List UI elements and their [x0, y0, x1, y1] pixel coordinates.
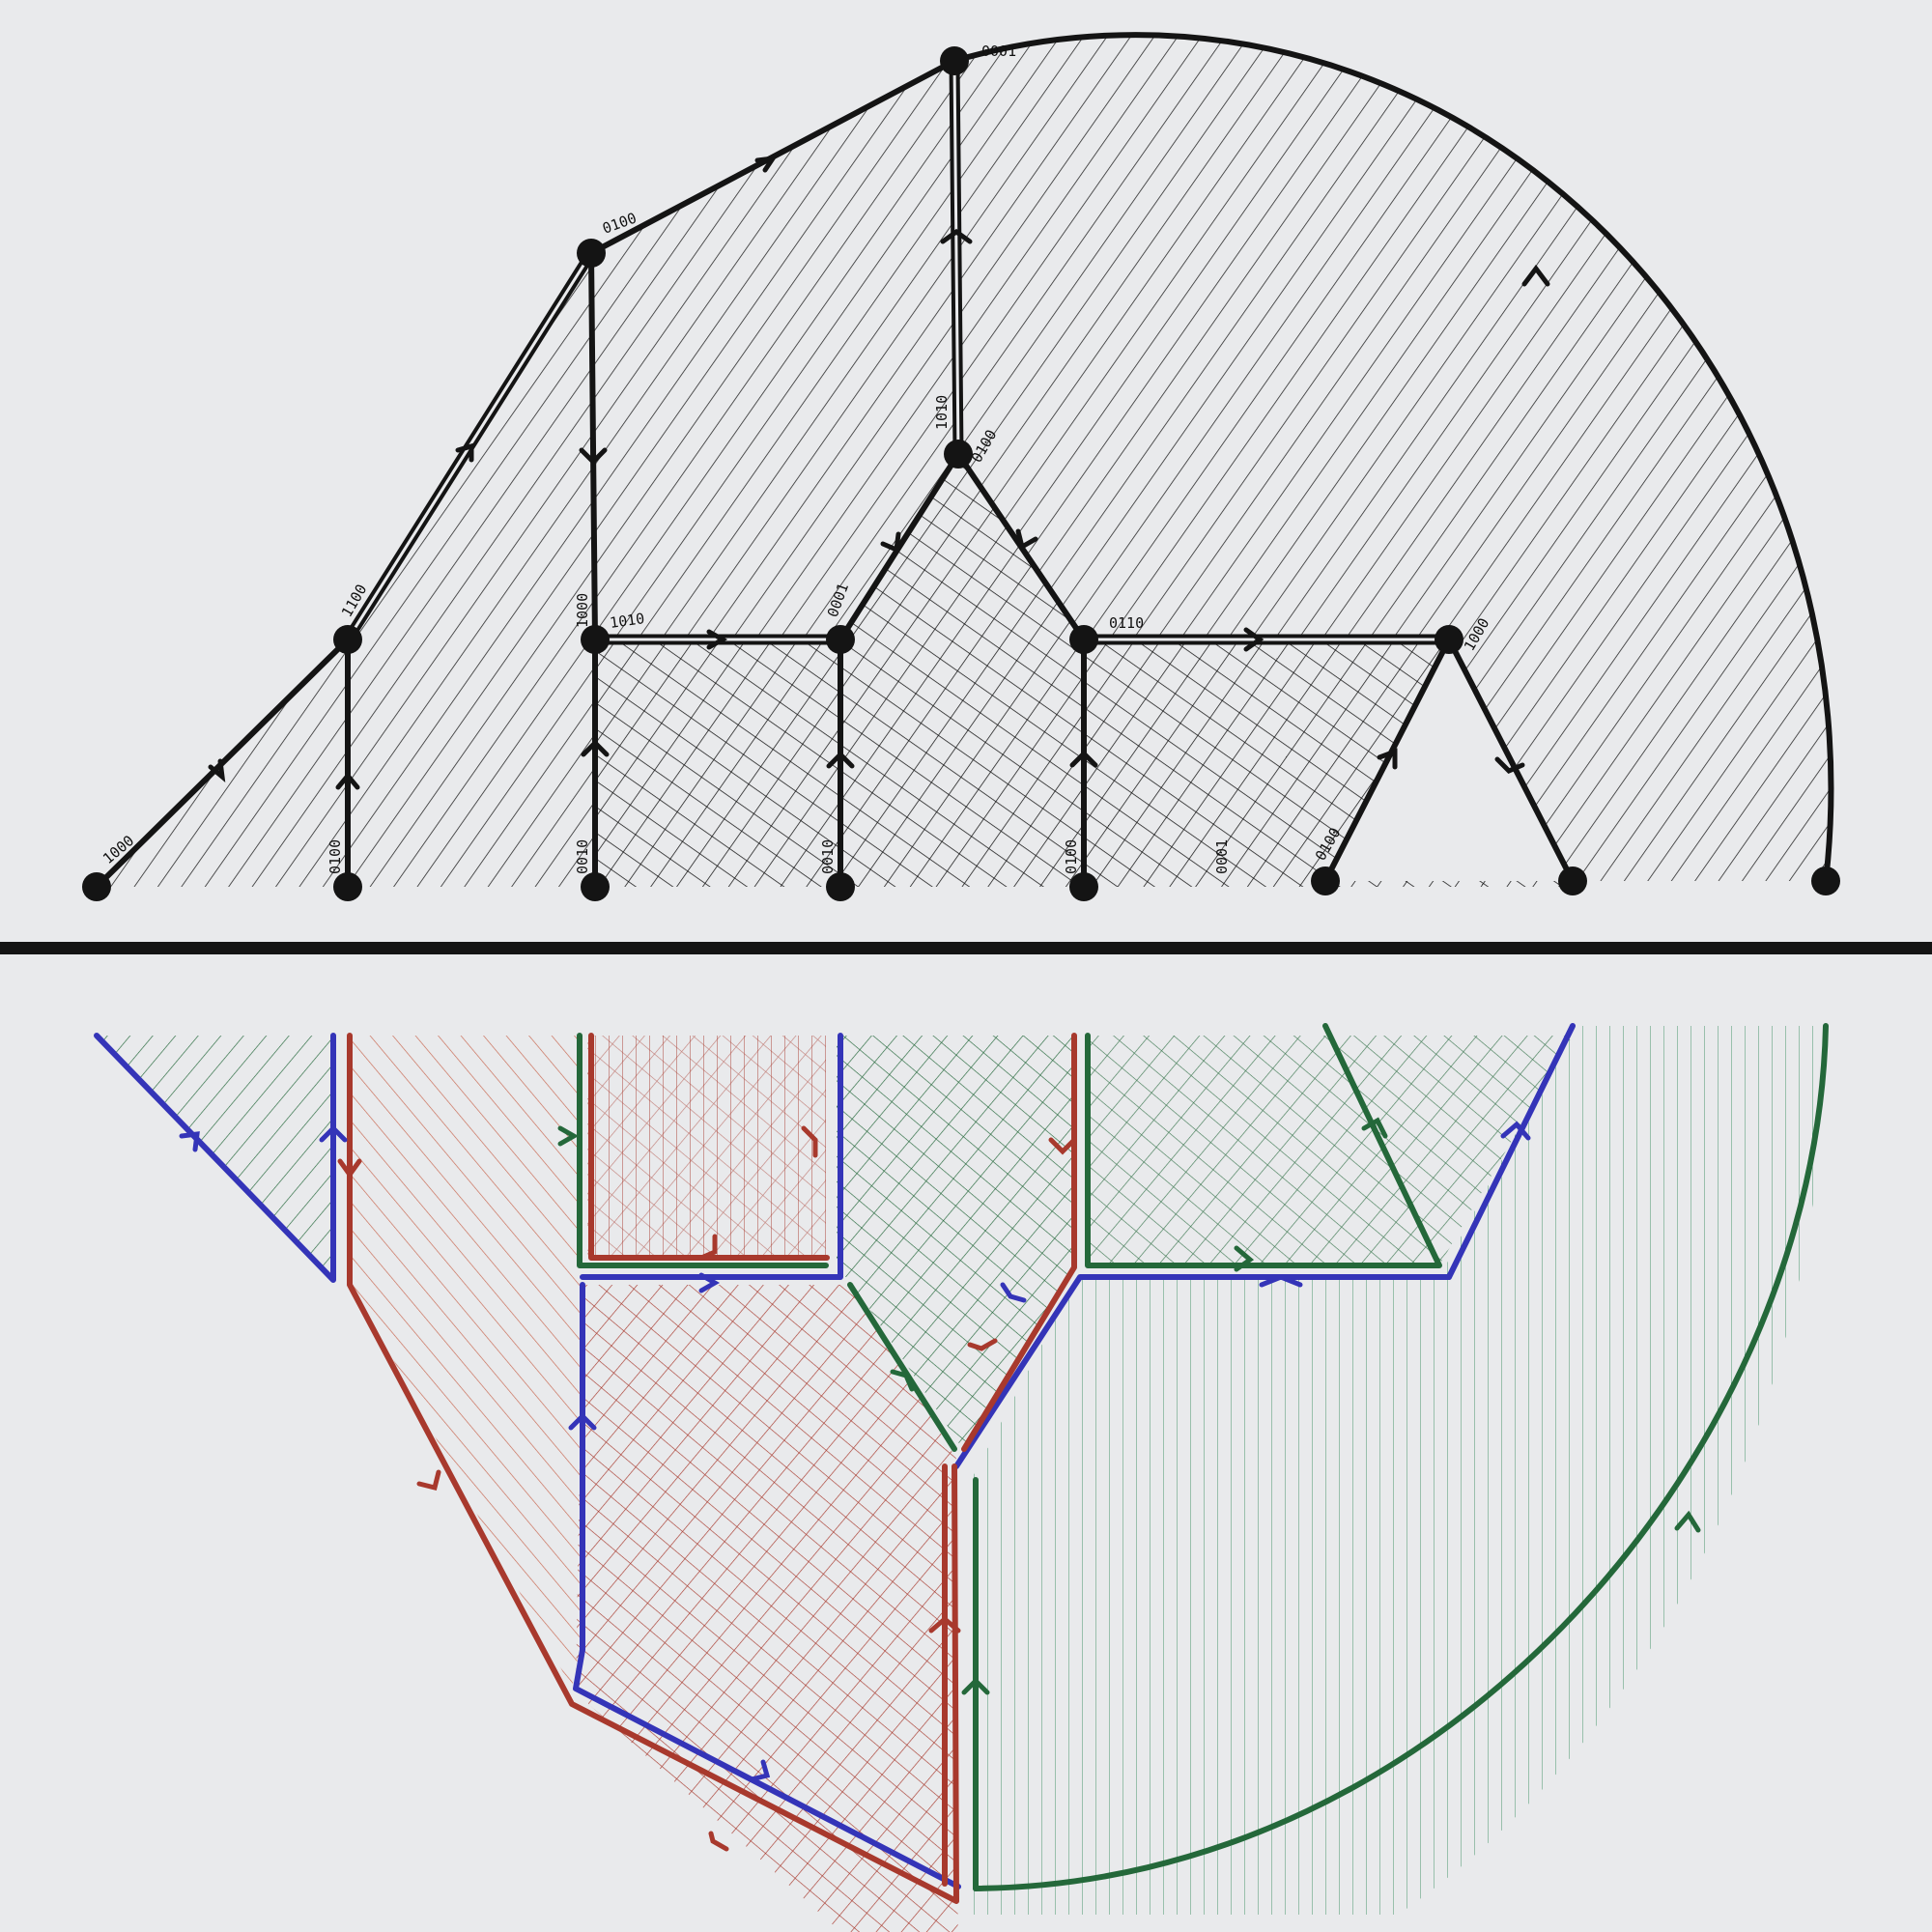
region-top-cross-2	[840, 454, 1084, 887]
region-top-cross-3	[1084, 639, 1573, 887]
vertex-label: 1010	[933, 395, 951, 430]
region-green-box	[1088, 1036, 1573, 1265]
edge-green-box	[577, 1033, 829, 1268]
edge-red-left	[347, 1033, 959, 1904]
arrow-icon	[1377, 748, 1398, 770]
vertex-label: 0010	[574, 839, 591, 874]
edge-red-box	[588, 1033, 830, 1261]
arrow-icon	[1674, 1510, 1701, 1533]
arrow-icon	[337, 1158, 362, 1179]
bottom-diagram	[94, 1023, 1829, 1932]
edge-j-l	[838, 451, 961, 642]
arrow-icon	[967, 1338, 998, 1351]
vertex	[944, 440, 973, 469]
edge-blue-mid	[580, 1033, 843, 1280]
vertex	[581, 625, 610, 654]
vertex	[940, 46, 969, 75]
top-diagram: 1000 0100 0010 1100 0100 0001 1000 1010 …	[82, 32, 1840, 901]
arrow-icon	[1494, 756, 1525, 774]
vertex-label: 0001	[981, 43, 1016, 60]
divider-bar	[0, 942, 1932, 954]
edge-f-l-inner	[952, 59, 960, 456]
vertex	[333, 872, 362, 901]
vertex	[577, 239, 606, 268]
arrow-icon	[319, 1124, 348, 1143]
edge-green-arc	[973, 1023, 1829, 1891]
arrow-icon	[928, 1615, 961, 1634]
arrow-icon	[1015, 528, 1038, 551]
arrow-icon	[826, 751, 855, 769]
edge-p-q	[1322, 637, 1452, 884]
vertex	[1069, 625, 1098, 654]
vertex	[1435, 625, 1463, 654]
region-red-strip	[350, 1036, 580, 1689]
arrow-icon	[1243, 627, 1264, 652]
edge-blue-right	[953, 1023, 1576, 1469]
vertex-label: 0010	[819, 839, 837, 874]
arrow-icon	[335, 772, 360, 790]
arrow-icon	[579, 447, 608, 466]
arrow-icon	[1000, 1282, 1027, 1303]
vertex	[826, 625, 855, 654]
arrow-icon	[706, 629, 728, 650]
vertex-label: 1010	[609, 610, 645, 632]
edge-e-h	[588, 250, 598, 642]
arrow-icon	[568, 1412, 597, 1431]
vertex	[1811, 867, 1840, 895]
arrow-icon	[754, 155, 779, 173]
arrow-icon	[557, 1125, 580, 1147]
arrow-icon	[801, 1125, 818, 1158]
arrow-icon	[179, 1131, 200, 1152]
arrow-icon	[698, 1234, 718, 1261]
region-red-box-cross	[587, 1036, 826, 1261]
arrow-icon	[961, 1677, 990, 1695]
arrow-icon	[416, 1469, 441, 1492]
arrow-icon	[698, 1272, 721, 1293]
arrow-icon	[880, 531, 901, 554]
arrow-icon	[1234, 1245, 1255, 1272]
arrow-icon	[455, 442, 474, 463]
arrow-icon	[1500, 1121, 1531, 1141]
top-arrows	[208, 155, 1550, 790]
arrow-icon	[208, 758, 226, 782]
vertex-label: 0001	[1213, 839, 1231, 874]
arrow-icon	[1048, 1137, 1077, 1155]
edge-blue-left	[94, 1033, 336, 1283]
vertex-label: 0100	[327, 839, 344, 874]
vertex	[1558, 867, 1587, 895]
arrow-icon	[890, 1369, 915, 1392]
arrow-icon	[581, 739, 610, 757]
edge-f-arc	[952, 32, 1834, 884]
bottom-arrows	[179, 1117, 1701, 1852]
edge-blue-lower	[573, 1282, 961, 1889]
arrow-icon	[1361, 1117, 1388, 1139]
top-vertices	[82, 46, 1840, 901]
edge-green-diag	[847, 1282, 957, 1452]
arrow-icon	[1259, 1274, 1303, 1288]
region-red-lower	[576, 1285, 958, 1932]
edge-green-center	[1085, 1023, 1442, 1268]
vertex	[1311, 867, 1340, 895]
region-top-cross-1	[595, 639, 840, 887]
vertex	[581, 872, 610, 901]
arrow-icon	[1069, 750, 1098, 768]
region-center-cross	[837, 1036, 1074, 1454]
edge-p-r	[1446, 637, 1576, 884]
region-big-right	[971, 1026, 1826, 1915]
edge-red-center	[961, 1033, 1077, 1452]
arrow-icon	[749, 1759, 771, 1782]
vertex-label: 0100	[1063, 839, 1080, 874]
arrow-icon	[708, 1831, 729, 1852]
vertex	[333, 625, 362, 654]
bottom-hatching	[97, 1026, 1826, 1932]
arrow-icon	[1521, 264, 1550, 287]
vertex-label: 1000	[574, 593, 591, 628]
top-edges	[94, 32, 1834, 890]
vertex	[1069, 872, 1098, 901]
vertex	[82, 872, 111, 901]
vertex	[826, 872, 855, 901]
arrow-icon	[940, 228, 973, 244]
vertex-label: 0110	[1109, 614, 1144, 632]
